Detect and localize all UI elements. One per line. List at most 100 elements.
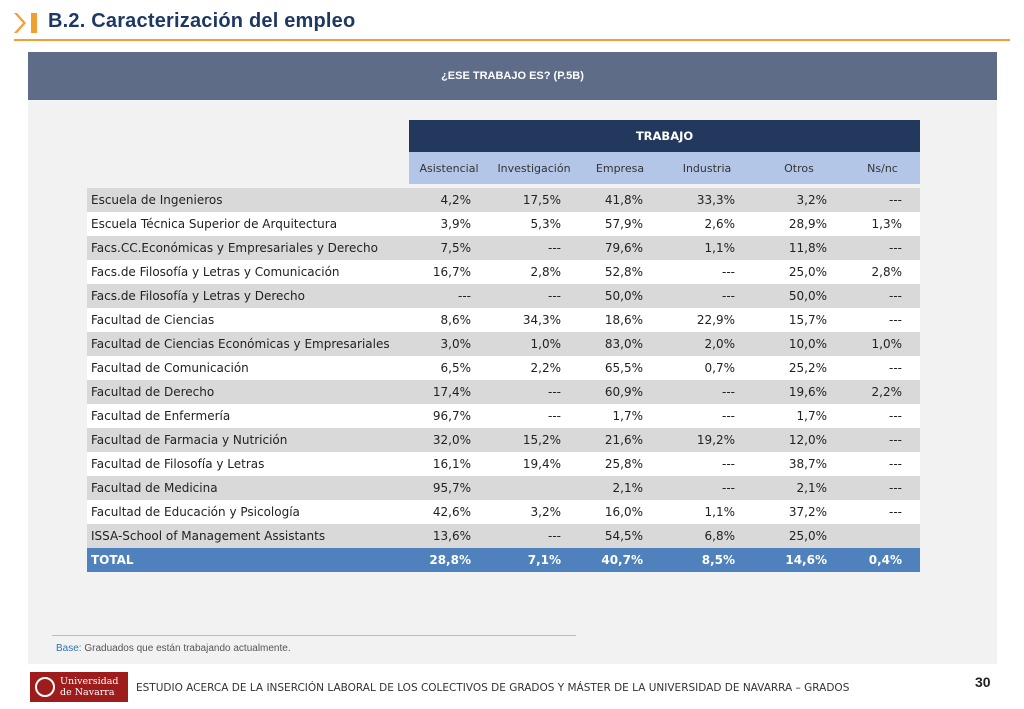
table-cell: 5,3% [489, 212, 579, 236]
base-label: Base: [56, 643, 82, 654]
table-cell: 7,1% [489, 548, 579, 572]
table-cell: 1,7% [753, 404, 845, 428]
table-cell: --- [845, 284, 920, 308]
table-row: Facs.CC.Económicas y Empresariales y Der… [87, 236, 920, 260]
table-row: Facultad de Comunicación 6,5% 2,2% 65,5% 0,7… [87, 356, 920, 380]
table-cell: 3,0% [409, 332, 489, 356]
table-cell: 19,4% [489, 452, 579, 476]
row-label: Escuela de Ingenieros [87, 188, 409, 212]
row-label: Facultad de Medicina [87, 476, 409, 500]
table-cell: 14,6% [753, 548, 845, 572]
table-cell: 19,2% [661, 428, 753, 452]
table-row: Facultad de Educación y Psicología 42,6% 3… [87, 500, 920, 524]
row-label: Facultad de Ciencias [87, 308, 409, 332]
column-header: Industria [661, 152, 753, 184]
table-cell: --- [489, 524, 579, 548]
table-row: Facultad de Enfermería 96,7% --- 1,7% --- 1,7… [87, 404, 920, 428]
table-cell: 2,1% [753, 476, 845, 500]
row-label: Facs.de Filosofía y Letras y Derecho [87, 284, 409, 308]
table-cell: --- [845, 500, 920, 524]
chevron-bar-icon [14, 13, 37, 33]
table-row: Facultad de Derecho 17,4% --- 60,9% --- 19,6%… [87, 380, 920, 404]
table-cell: 1,7% [579, 404, 661, 428]
table-cell: 15,2% [489, 428, 579, 452]
base-text: Graduados que están trabajando actualmen… [84, 643, 291, 654]
table-cell: 10,0% [753, 332, 845, 356]
title-divider [14, 39, 1010, 41]
row-label: ISSA-School of Management Assistants [87, 524, 409, 548]
table-cell: --- [661, 380, 753, 404]
table-cell: --- [661, 260, 753, 284]
table-row: Facultad de Ciencias Económicas y Empres… [87, 332, 920, 356]
table-cell: 2,0% [661, 332, 753, 356]
table-row: Facs.de Filosofía y Letras y Derecho --- -… [87, 284, 920, 308]
row-label: Facultad de Farmacia y Nutrición [87, 428, 409, 452]
table-cell: 16,7% [409, 260, 489, 284]
table-cell: 79,6% [579, 236, 661, 260]
table-cell: --- [409, 284, 489, 308]
table-cell: 95,7% [409, 476, 489, 500]
question-header: ¿ESE TRABAJO ES? (P.5B) [28, 52, 997, 100]
footer-text: ESTUDIO ACERCA DE LA INSERCIÓN LABORAL D… [136, 682, 850, 694]
table-cell: --- [661, 476, 753, 500]
table-cell: --- [845, 236, 920, 260]
table-cell: 54,5% [579, 524, 661, 548]
table-cell: 40,7% [579, 548, 661, 572]
page-title: B.2. Caracterización del empleo [48, 10, 356, 32]
table-cell: 3,9% [409, 212, 489, 236]
table-cell: --- [489, 236, 579, 260]
table-row: Escuela Técnica Superior de Arquitectura… [87, 212, 920, 236]
row-label: TOTAL [87, 548, 409, 572]
row-label: Facultad de Comunicación [87, 356, 409, 380]
table-cell: 32,0% [409, 428, 489, 452]
table-row: Facs.de Filosofía y Letras y Comunicació… [87, 260, 920, 284]
base-divider [52, 635, 576, 636]
table-cell: 28,8% [409, 548, 489, 572]
table-cell: 28,9% [753, 212, 845, 236]
table-row: Facultad de Medicina 95,7% 2,1% --- 2,1% --- [87, 476, 920, 500]
table-cell: 16,0% [579, 500, 661, 524]
column-header: Investigación [489, 152, 579, 184]
table-cell: 1,0% [845, 332, 920, 356]
table-cell: --- [489, 404, 579, 428]
title-bar: B.2. Caracterización del empleo [14, 8, 1010, 38]
table-cell: 52,8% [579, 260, 661, 284]
table-cell: 7,5% [409, 236, 489, 260]
row-label: Facultad de Educación y Psicología [87, 500, 409, 524]
table-cell: 22,9% [661, 308, 753, 332]
table-cell: 2,8% [489, 260, 579, 284]
row-label: Escuela Técnica Superior de Arquitectura [87, 212, 409, 236]
content-panel: ¿ESE TRABAJO ES? (P.5B) TRABAJO Asistenc… [28, 52, 997, 664]
table-cell: --- [845, 356, 920, 380]
table-cell: 1,3% [845, 212, 920, 236]
column-header: Otros [753, 152, 845, 184]
column-header: Ns/nc [845, 152, 920, 184]
table-cell: 41,8% [579, 188, 661, 212]
table-cell: 2,2% [845, 380, 920, 404]
table-cell: --- [845, 404, 920, 428]
table-cell: 0,4% [845, 548, 920, 572]
table-cell: 1,1% [661, 500, 753, 524]
table-cell: 25,2% [753, 356, 845, 380]
table-cell: 16,1% [409, 452, 489, 476]
table-row: Facultad de Ciencias 8,6% 34,3% 18,6% 22,9% 1… [87, 308, 920, 332]
page-number: 30 [975, 674, 991, 690]
table-row: ISSA-School of Management Assistants 13,6… [87, 524, 920, 548]
row-label: Facultad de Derecho [87, 380, 409, 404]
row-label: Facs.CC.Económicas y Empresariales y Der… [87, 236, 409, 260]
table-cell: 25,0% [753, 524, 845, 548]
table-cell: 96,7% [409, 404, 489, 428]
table-corner [87, 120, 409, 152]
table-cell: 2,1% [579, 476, 661, 500]
table-cell: 17,5% [489, 188, 579, 212]
table-cell: 1,0% [489, 332, 579, 356]
table-cell: 18,6% [579, 308, 661, 332]
table-cell: 12,0% [753, 428, 845, 452]
table-cell: --- [845, 452, 920, 476]
table-row: Escuela de Ingenieros 4,2% 17,5% 41,8% 33,3%… [87, 188, 920, 212]
table-cell: --- [845, 188, 920, 212]
base-note: Base: Graduados que están trabajando act… [56, 643, 291, 654]
table-row: Facultad de Filosofía y Letras 16,1% 19,4%… [87, 452, 920, 476]
table-cell: 8,5% [661, 548, 753, 572]
table-cell: 33,3% [661, 188, 753, 212]
